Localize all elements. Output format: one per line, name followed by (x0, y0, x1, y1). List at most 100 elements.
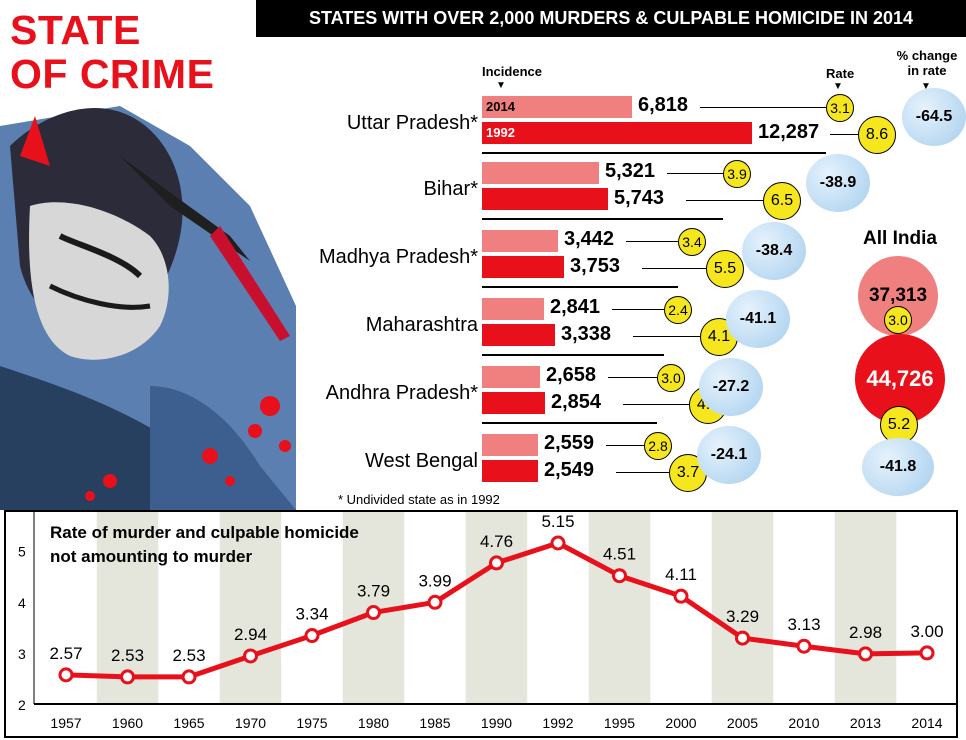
incidence-1992-value: 2,549 (544, 459, 595, 481)
bar-2014 (482, 366, 540, 388)
pct-arrow-icon: ▼ (921, 81, 931, 92)
x-band (465, 512, 528, 704)
x-tick-label: 1960 (112, 715, 143, 731)
incidence-2014-value: 2,841 (550, 296, 601, 318)
leader-line-1992 (616, 472, 669, 473)
rate-point (673, 588, 689, 604)
rate-data-label: 2.57 (49, 644, 82, 663)
pct-change-heading: % change in rate (891, 48, 963, 78)
x-band (834, 512, 897, 704)
all-india-label: All India (863, 228, 937, 249)
x-tick-label: 1970 (235, 715, 266, 731)
x-tick-label: 1975 (296, 715, 327, 731)
rate-1992-badge: 6.5 (763, 182, 801, 220)
incidence-1992-value: 2,854 (551, 391, 602, 413)
leader-line-2014 (608, 377, 657, 378)
y-tick-label: 4 (18, 595, 26, 611)
x-tick-label: 1990 (481, 715, 512, 731)
rate-data-label: 3.34 (295, 605, 328, 624)
rate-point (366, 605, 381, 621)
rate-data-label: 3.00 (910, 622, 943, 641)
rate-point (304, 628, 320, 644)
rate-data-label: 4.11 (665, 565, 697, 584)
leader-line-2014 (700, 107, 826, 108)
rate-point (550, 535, 566, 551)
state-name: Andhra Pradesh* (325, 382, 478, 404)
x-band (711, 512, 774, 704)
leader-line-2014 (612, 309, 664, 310)
incidence-2014-value: 2,658 (546, 364, 597, 386)
rate-data-label: 2.98 (849, 623, 882, 642)
bar-tag-2014: 2014 (486, 99, 515, 114)
rate-trend-chart: 2 3 4 5 1957 1960 1965 1970 1975 1980 1985 1990 1992… (4, 510, 958, 738)
incidence-2014-value: 6,818 (638, 94, 689, 116)
state-name: Uttar Pradesh* (346, 112, 478, 134)
leader-line-2014 (626, 241, 678, 242)
row-separator (482, 354, 664, 356)
rate-data-label: 2.94 (234, 625, 267, 644)
crime-illustration (0, 106, 296, 510)
x-tick-label: 1985 (419, 715, 450, 731)
x-tick-label: 1965 (173, 715, 204, 731)
rate-data-label: 4.51 (603, 545, 636, 564)
rate-point (243, 648, 258, 664)
headline-line-2: OF CRIME (10, 51, 215, 97)
incidence-1992-value: 3,338 (561, 323, 612, 345)
leader-line-1992 (623, 404, 689, 405)
rate-1992-badge: 5.5 (706, 250, 744, 288)
rate-point (858, 646, 873, 662)
rate-data-label: 4.76 (480, 532, 513, 551)
x-tick-label: 1957 (50, 715, 81, 731)
bar-1992 (482, 188, 608, 210)
bar-1992 (482, 392, 545, 414)
headline-line-1: STATE (10, 7, 141, 53)
bar-1992 (482, 460, 538, 482)
rate-point (58, 667, 74, 683)
bar-1992 (482, 324, 555, 346)
all-india-inc-2014: 37,313 (868, 285, 928, 306)
y-tick-label: 2 (18, 697, 26, 713)
pct-change-heading-2: in rate (907, 63, 947, 78)
incidence-heading: Incidence (482, 64, 542, 79)
bar-2014 (482, 434, 538, 456)
row-separator (482, 218, 723, 220)
chart-title-line: not amounting to murder (50, 547, 252, 566)
incidence-1992-value: 12,287 (758, 121, 820, 143)
rate-1992-badge: 8.6 (858, 116, 896, 154)
all-india-rate-2014: 3.0 (884, 306, 912, 334)
rate-2014-badge: 3.4 (678, 228, 706, 256)
bar-1992 (482, 256, 564, 278)
rate-data-label: 5.15 (541, 512, 574, 531)
all-india-2014-circle: 37,313 (858, 256, 938, 336)
incidence-arrow-icon: ▼ (496, 80, 506, 91)
bar-tag-1992: 1992 (486, 125, 515, 140)
x-tick-label: 1992 (542, 715, 573, 731)
x-tick-label: 1995 (604, 715, 635, 731)
y-tick-label: 5 (18, 544, 26, 560)
pct-change-badge: -64.5 (902, 88, 966, 146)
rate-point (796, 638, 812, 654)
rate-point (120, 669, 135, 685)
state-name: West Bengal (364, 450, 478, 472)
all-india-rate-1992: 5.2 (880, 406, 918, 444)
pct-change-badge: -38.9 (806, 154, 870, 212)
leader-line-1992 (686, 200, 763, 201)
rate-trend-svg: 2 3 4 5 1957 1960 1965 1970 1975 1980 1985 1990 1992… (18, 512, 956, 731)
headline: STATE OF CRIME (10, 8, 214, 96)
leader-line-2014 (606, 445, 644, 446)
rate-arrow-icon: ▼ (833, 81, 843, 92)
chart-title-line: Rate of murder and culpable homicide (50, 523, 359, 542)
rate-heading: Rate (826, 66, 855, 81)
x-tick-label: 1980 (358, 715, 389, 731)
x-band (219, 512, 282, 704)
pct-change-heading-1: % change (896, 48, 958, 63)
rate-2014-badge: 3.9 (723, 160, 751, 188)
rate-2014-badge: 2.8 (644, 432, 672, 460)
all-india-inc-1992: 44,726 (866, 366, 934, 391)
pct-change-badge: -41.1 (726, 290, 790, 348)
rate-point (735, 630, 750, 646)
y-tick-label: 3 (18, 646, 26, 662)
rate-point (427, 594, 443, 610)
incidence-1992-value: 3,753 (570, 255, 621, 277)
